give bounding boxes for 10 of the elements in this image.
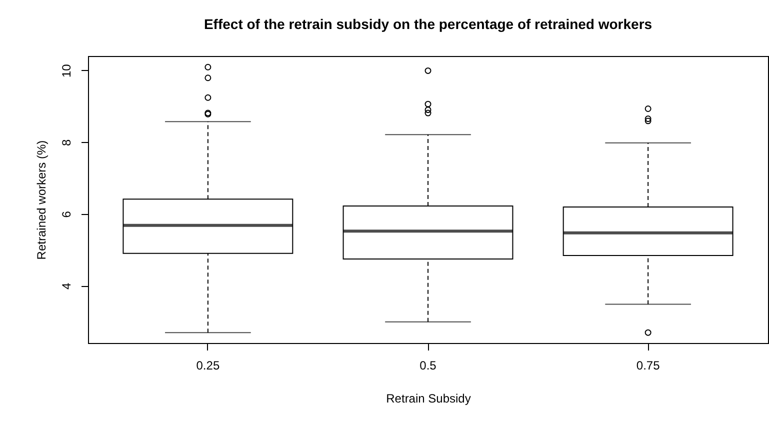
x-tick-label: 0.75 xyxy=(636,358,660,372)
y-tick-label: 10 xyxy=(60,64,74,78)
y-tick-label: 4 xyxy=(60,282,74,290)
y-tick-label: 8 xyxy=(60,138,74,146)
x-tick-label: 0.5 xyxy=(420,358,437,372)
x-axis-title: Retrain Subsidy xyxy=(386,392,471,406)
x-tick-label: 0.25 xyxy=(196,358,220,372)
y-tick-label: 6 xyxy=(60,210,74,218)
y-axis-title: Retrained workers (%) xyxy=(34,140,48,260)
chart-title: Effect of the retrain subsidy on the percentage of retrained workers xyxy=(204,16,652,32)
